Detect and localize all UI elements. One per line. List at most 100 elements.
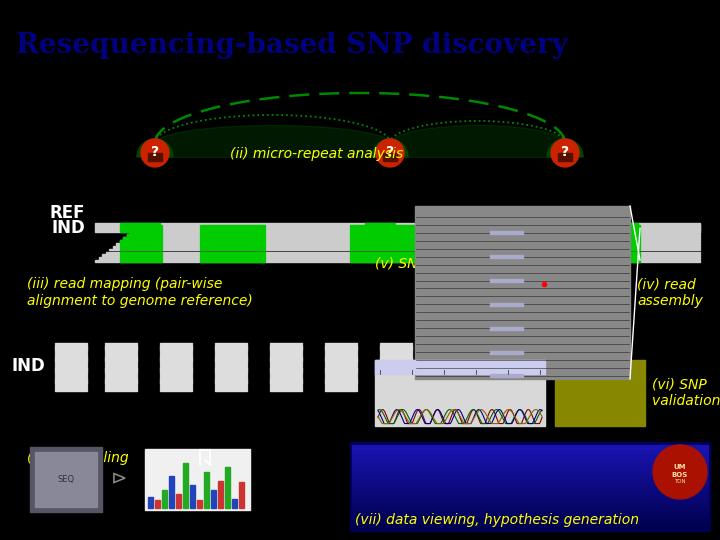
Bar <box>120 243 162 245</box>
Bar <box>350 243 415 245</box>
Bar <box>352 520 708 523</box>
Bar <box>215 349 247 351</box>
Bar <box>55 354 87 355</box>
Bar <box>200 228 265 230</box>
Bar <box>490 231 523 234</box>
Bar <box>215 372 247 373</box>
Bar <box>590 231 640 233</box>
Bar <box>350 228 415 230</box>
Bar <box>380 374 412 375</box>
Bar <box>270 363 302 364</box>
Bar <box>55 343 87 345</box>
Bar <box>590 234 640 236</box>
Bar <box>160 343 192 345</box>
Bar <box>490 327 523 330</box>
Bar <box>176 494 181 508</box>
Bar <box>95 260 700 262</box>
Bar <box>160 349 192 351</box>
Bar <box>350 246 415 247</box>
Bar <box>350 237 415 239</box>
Bar <box>215 384 247 386</box>
Bar <box>200 249 265 251</box>
Bar <box>116 243 700 245</box>
Bar <box>350 442 710 531</box>
Bar <box>105 358 137 360</box>
Bar <box>127 234 162 236</box>
Bar <box>490 255 523 258</box>
Wedge shape <box>372 139 408 157</box>
Bar <box>215 365 247 366</box>
Bar <box>325 349 357 351</box>
Bar <box>380 376 412 377</box>
Bar <box>590 243 640 245</box>
Bar <box>148 153 162 161</box>
Bar <box>490 279 523 282</box>
Bar <box>55 376 87 377</box>
Bar <box>350 240 415 242</box>
Bar <box>380 365 412 366</box>
Bar <box>55 356 87 357</box>
Bar <box>352 491 708 495</box>
Text: (iii) read mapping (pair-wise
alignment to genome reference): (iii) read mapping (pair-wise alignment … <box>27 278 253 308</box>
Bar <box>270 356 302 357</box>
Bar <box>160 387 192 388</box>
Bar <box>200 246 265 247</box>
Text: ?: ? <box>151 145 159 159</box>
Text: (vii) data viewing, hypothesis generation: (vii) data viewing, hypothesis generatio… <box>355 512 639 526</box>
Bar <box>55 352 87 353</box>
Text: (v) SNP calling: (v) SNP calling <box>375 258 480 272</box>
Bar <box>215 374 247 375</box>
Bar <box>352 499 708 503</box>
Bar <box>352 458 708 462</box>
Bar <box>325 358 357 360</box>
Bar <box>270 367 302 368</box>
Bar <box>55 358 87 360</box>
Bar <box>480 234 525 236</box>
Bar <box>325 389 357 390</box>
Bar <box>105 376 137 377</box>
Bar <box>325 387 357 388</box>
Bar <box>270 349 302 351</box>
Bar <box>325 352 357 353</box>
Bar <box>183 463 188 508</box>
Bar <box>123 237 162 239</box>
Bar <box>200 237 265 239</box>
Bar <box>105 380 137 382</box>
Bar <box>325 365 357 366</box>
Circle shape <box>376 139 404 167</box>
Text: (iv) read
assembly: (iv) read assembly <box>637 278 703 308</box>
Bar <box>232 498 237 508</box>
Bar <box>352 503 708 507</box>
Bar <box>120 240 700 242</box>
Bar <box>133 228 700 230</box>
Bar <box>325 376 357 377</box>
Bar <box>590 260 640 262</box>
Bar <box>215 347 247 349</box>
Bar <box>352 466 708 470</box>
Bar <box>190 485 195 508</box>
Bar <box>200 258 265 259</box>
Bar <box>130 231 162 233</box>
Bar <box>270 369 302 371</box>
Bar <box>270 387 302 388</box>
Bar <box>480 252 525 253</box>
Bar <box>120 246 162 247</box>
Bar <box>352 487 708 490</box>
Bar <box>352 478 708 482</box>
Bar <box>380 349 412 351</box>
Bar <box>160 360 192 362</box>
Bar <box>105 384 137 386</box>
Circle shape <box>141 139 169 167</box>
Bar <box>380 354 412 355</box>
Bar <box>105 343 137 345</box>
Bar <box>215 380 247 382</box>
Bar <box>350 249 415 251</box>
Bar <box>130 231 700 233</box>
Bar <box>325 369 357 371</box>
Bar <box>380 389 412 390</box>
Text: ⊳: ⊳ <box>111 470 127 489</box>
Bar <box>160 347 192 349</box>
Bar <box>350 260 415 262</box>
Text: BOS: BOS <box>672 472 688 478</box>
Bar <box>200 260 265 262</box>
